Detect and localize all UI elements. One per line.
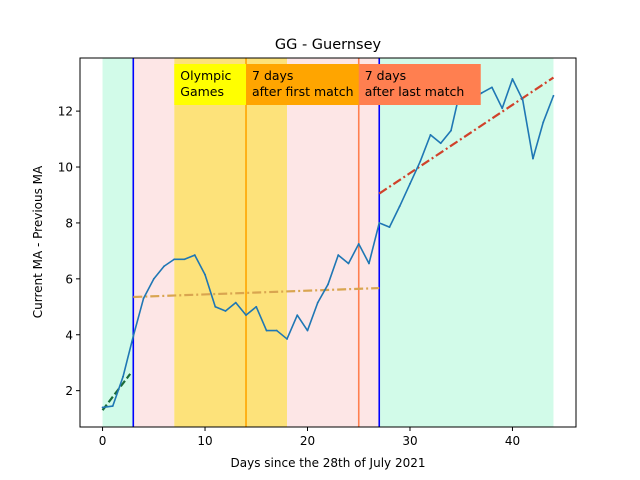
annotation-box-1 <box>246 64 363 105</box>
series-point-0-31 <box>419 160 422 163</box>
trend-line-0 <box>101 373 132 411</box>
series-point-0-41 <box>521 99 524 101</box>
series-point-0-1 <box>111 405 114 407</box>
series-point-0-8 <box>183 258 186 261</box>
series-point-0-22 <box>327 283 329 286</box>
series-point-0-26 <box>368 262 370 265</box>
x-tick-label-0: 0 <box>99 434 107 448</box>
series-point-0-32 <box>429 133 432 136</box>
series-point-0-42 <box>532 157 534 160</box>
x-tick-label-2: 20 <box>300 434 315 448</box>
shaded-region-2 <box>174 58 288 427</box>
plot-frame <box>79 57 577 428</box>
series-point-0-18 <box>286 338 288 340</box>
series-point-0-39 <box>501 107 504 110</box>
annotation-text-0-1: Games <box>180 84 224 99</box>
series-point-0-34 <box>450 129 452 132</box>
x-tick-label-3: 30 <box>402 434 417 448</box>
series-point-0-9 <box>193 254 196 256</box>
series-point-0-5 <box>152 277 155 280</box>
series-point-0-2 <box>122 375 124 378</box>
shaded-region-1 <box>133 58 175 427</box>
series-point-0-28 <box>388 226 391 229</box>
series-point-0-23 <box>337 254 340 256</box>
series-point-0-43 <box>542 121 545 124</box>
shaded-region-4 <box>379 58 554 427</box>
series-point-0-11 <box>214 305 217 308</box>
annotation-text-0-0: Olympic <box>180 68 231 83</box>
series-point-0-37 <box>480 92 483 94</box>
series-point-0-16 <box>265 329 268 332</box>
series-point-0-40 <box>511 78 514 80</box>
annotation-text-2-1: after last match <box>365 84 465 99</box>
chart-title: GG - Guernsey <box>275 37 382 53</box>
series-point-0-30 <box>409 182 411 185</box>
annotation-text-1-0: 7 days <box>252 68 293 83</box>
series-point-0-0 <box>101 406 104 409</box>
series-point-0-3 <box>132 335 135 338</box>
annotation-box-2 <box>358 64 481 105</box>
series-point-0-19 <box>296 314 299 317</box>
series-point-0-10 <box>204 273 206 276</box>
x-tick-label-4: 40 <box>505 434 520 448</box>
series-point-0-29 <box>398 205 401 208</box>
series-point-0-15 <box>255 305 258 308</box>
series-point-0-12 <box>224 310 227 312</box>
trend-line-1 <box>133 286 380 299</box>
series-point-0-7 <box>173 258 176 261</box>
y-axis-label: Current MA - Previous MA <box>31 165 45 318</box>
y-tick-label-2: 6 <box>65 272 73 286</box>
annotation-text-1-1: after first match <box>252 84 353 99</box>
series-point-0-25 <box>357 242 360 245</box>
series-point-0-24 <box>347 262 350 265</box>
y-tick-label-4: 10 <box>58 161 73 175</box>
y-tick-label-0: 2 <box>65 384 73 398</box>
y-tick-label-3: 8 <box>65 216 73 230</box>
x-axis-label: Days since the 28th of July 2021 <box>231 456 426 470</box>
shaded-region-3 <box>287 58 380 427</box>
shaded-region-0 <box>102 58 134 427</box>
annotation-text-2-0: 7 days <box>365 68 406 83</box>
series-point-0-20 <box>306 329 309 332</box>
series-point-0-6 <box>163 265 165 268</box>
series-point-0-4 <box>142 297 145 300</box>
series-point-0-13 <box>234 301 237 304</box>
trend-line-2 <box>378 76 555 195</box>
series-point-0-17 <box>275 329 278 332</box>
series-point-0-33 <box>439 142 442 145</box>
x-tick-label-1: 10 <box>197 434 212 448</box>
series-point-0-21 <box>316 301 319 304</box>
series-point-0-14 <box>245 314 247 317</box>
series-point-0-38 <box>491 86 493 89</box>
series-point-0-44 <box>552 94 555 97</box>
y-tick-label-5: 12 <box>58 105 73 119</box>
y-tick-label-1: 4 <box>65 328 73 342</box>
series-point-0-27 <box>378 222 381 224</box>
